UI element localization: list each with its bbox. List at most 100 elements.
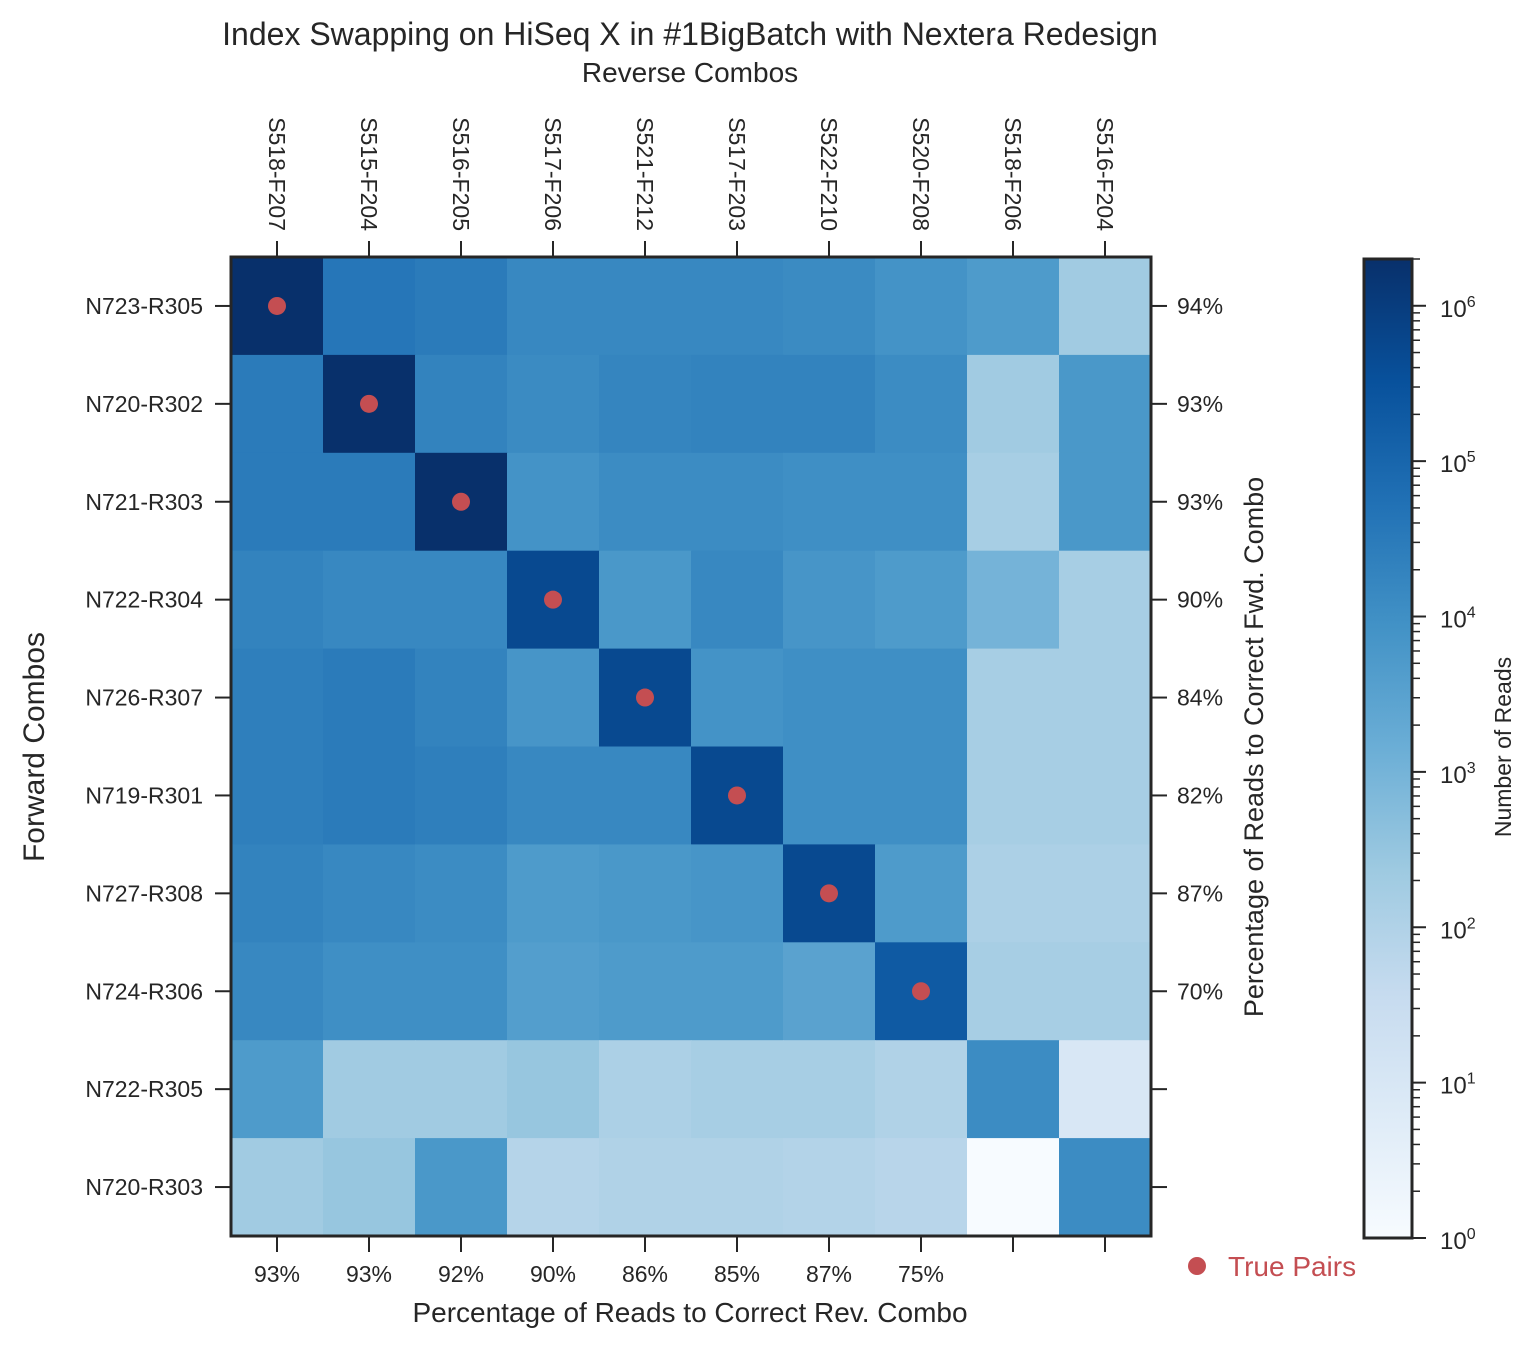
row-tick-label: N726-R307 bbox=[85, 685, 203, 711]
row-percentage-label: 87% bbox=[1177, 880, 1223, 906]
colorbar-tick-label: 101 bbox=[1440, 1071, 1476, 1100]
heatmap-cell bbox=[691, 550, 784, 650]
heatmap-cell bbox=[783, 1040, 876, 1139]
heatmap-cell bbox=[507, 844, 600, 943]
heatmap-cell bbox=[1059, 942, 1152, 1041]
column-percentage-label: 92% bbox=[438, 1261, 484, 1287]
row-percentage-label: 94% bbox=[1177, 293, 1223, 319]
axes: S518-F207 S515-F204 S516-F205 S517-F206 S521… bbox=[85, 117, 1223, 1287]
heatmap-cell bbox=[231, 844, 324, 943]
row-percentage-label: 70% bbox=[1177, 978, 1223, 1004]
row-percentage-label: 93% bbox=[1177, 391, 1223, 417]
heatmap-cell bbox=[415, 844, 508, 943]
heatmap-cell bbox=[967, 354, 1060, 454]
heatmap-cell bbox=[323, 452, 416, 552]
heatmap-cell bbox=[967, 257, 1060, 356]
heatmap-cell bbox=[691, 1138, 784, 1237]
column-tick-label: S518-F206 bbox=[1000, 117, 1026, 231]
heatmap-cell bbox=[967, 550, 1060, 650]
heatmap-cell bbox=[1059, 257, 1152, 356]
heatmap-cell bbox=[507, 942, 600, 1041]
colorbar-tick-label: 104 bbox=[1440, 605, 1476, 634]
row-percentage-label: 93% bbox=[1177, 489, 1223, 515]
heatmap-cell bbox=[1059, 452, 1152, 552]
column-percentage-label: 86% bbox=[622, 1261, 668, 1287]
heatmap-cell bbox=[691, 452, 784, 552]
heatmap-cell bbox=[231, 1040, 324, 1139]
row-tick-label: N723-R305 bbox=[85, 293, 203, 319]
heatmap-cell bbox=[507, 648, 600, 748]
heatmap-cell bbox=[599, 942, 692, 1041]
heatmap-cell bbox=[967, 942, 1060, 1041]
true-pair-markers bbox=[268, 296, 930, 1001]
row-tick-label: N722-R305 bbox=[85, 1076, 203, 1102]
heatmap-cell bbox=[599, 844, 692, 943]
colorbar-label: Number of Reads bbox=[1490, 657, 1516, 837]
true-pair-marker bbox=[912, 982, 930, 1001]
heatmap-cell bbox=[783, 1138, 876, 1237]
heatmap-cell bbox=[415, 1040, 508, 1139]
column-tick-label: S516-F205 bbox=[448, 117, 474, 231]
legend-marker bbox=[1188, 1257, 1206, 1275]
colorbar-tick-label: 105 bbox=[1440, 449, 1476, 478]
heatmap-cell bbox=[507, 452, 600, 552]
heatmap-cell bbox=[875, 452, 968, 552]
heatmap-cell bbox=[415, 648, 508, 748]
column-tick-label: S517-F206 bbox=[540, 117, 566, 231]
heatmap-cell bbox=[967, 1040, 1060, 1139]
heatmap-cell bbox=[875, 1138, 968, 1237]
column-tick-label: S518-F207 bbox=[264, 117, 290, 231]
column-percentage-label: 87% bbox=[806, 1261, 852, 1287]
column-tick-label: S520-F208 bbox=[908, 117, 934, 231]
heatmap-cell bbox=[875, 550, 968, 650]
heatmap-cell bbox=[967, 746, 1060, 845]
column-tick-label: S522-F210 bbox=[816, 117, 842, 231]
heatmap-cell bbox=[599, 257, 692, 356]
row-tick-label: N724-R306 bbox=[85, 978, 203, 1004]
heatmap-cell bbox=[783, 648, 876, 748]
true-pair-marker bbox=[636, 688, 654, 707]
heatmap-cell bbox=[691, 648, 784, 748]
heatmap-cell bbox=[507, 257, 600, 356]
heatmap-cell bbox=[599, 354, 692, 454]
heatmap-cell bbox=[599, 1040, 692, 1139]
column-tick-label: S515-F204 bbox=[356, 117, 382, 231]
heatmap-cell bbox=[323, 844, 416, 943]
heatmap-cell bbox=[507, 746, 600, 845]
true-pair-marker bbox=[360, 394, 378, 413]
colorbar-tick-label: 106 bbox=[1440, 294, 1476, 323]
chart-title: Index Swapping on HiSeq X in #1BigBatch … bbox=[222, 16, 1158, 52]
heatmap-cell bbox=[783, 746, 876, 845]
colorbar-tick-label: 103 bbox=[1440, 760, 1476, 789]
heatmap-cell bbox=[875, 746, 968, 845]
row-tick-label: N720-R303 bbox=[85, 1174, 203, 1200]
heatmap-cell bbox=[691, 257, 784, 356]
heatmap-cell bbox=[1059, 844, 1152, 943]
heatmap-cell bbox=[323, 550, 416, 650]
column-tick-label: S521-F212 bbox=[632, 117, 658, 231]
heatmap-cell bbox=[415, 746, 508, 845]
heatmap-cell bbox=[323, 942, 416, 1041]
heatmap-cell bbox=[875, 1040, 968, 1139]
heatmap-cell bbox=[783, 550, 876, 650]
true-pair-marker bbox=[820, 884, 838, 903]
column-tick-label: S516-F204 bbox=[1092, 117, 1118, 231]
legend-label: True Pairs bbox=[1228, 1251, 1356, 1282]
heatmap-cell bbox=[1059, 550, 1152, 650]
heatmap-cell bbox=[783, 452, 876, 552]
heatmap-cell bbox=[507, 354, 600, 454]
heatmap-cell bbox=[783, 942, 876, 1041]
row-tick-label: N721-R303 bbox=[85, 489, 203, 515]
heatmap-cell bbox=[415, 550, 508, 650]
row-tick-label: N722-R304 bbox=[85, 587, 203, 613]
heatmap-cell bbox=[323, 1138, 416, 1237]
right-axis-label: Percentage of Reads to Correct Fwd. Comb… bbox=[1239, 477, 1269, 1017]
row-percentage-label: 82% bbox=[1177, 782, 1223, 808]
heatmap-cell bbox=[1059, 1138, 1152, 1237]
heatmap-cell bbox=[1059, 354, 1152, 454]
heatmap-cell bbox=[323, 648, 416, 748]
heatmap-cell bbox=[599, 746, 692, 845]
heatmap-cell bbox=[507, 1138, 600, 1237]
heatmap-cell bbox=[415, 257, 508, 356]
